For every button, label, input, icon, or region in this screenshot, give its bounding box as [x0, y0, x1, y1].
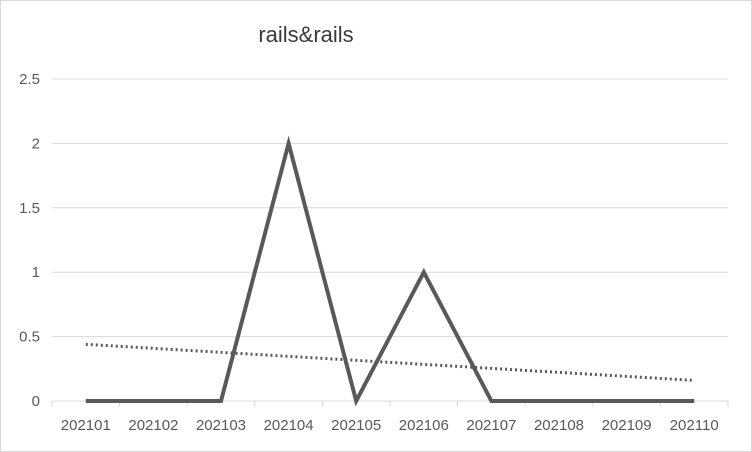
x-tick-label: 202103	[196, 417, 246, 434]
y-tick-label: 2	[32, 135, 40, 152]
x-tick-label: 202109	[602, 417, 652, 434]
x-tick-label: 202107	[466, 417, 516, 434]
y-tick-label: 2.5	[19, 71, 40, 88]
trendline	[85, 342, 695, 382]
x-tick-label: 202110	[670, 417, 719, 434]
y-tick-label: 0	[32, 393, 40, 410]
y-tick-label: 0.5	[19, 329, 40, 346]
series-line	[85, 135, 695, 407]
y-tick-label: 1.5	[19, 200, 40, 217]
x-tick-label: 202106	[399, 417, 449, 434]
x-tick-label: 202105	[331, 417, 381, 434]
x-tick-label: 202104	[264, 417, 314, 434]
y-tick-label: 1	[32, 264, 40, 281]
x-tick-label: 202102	[128, 417, 178, 434]
chart-title: rails&rails	[258, 22, 354, 47]
x-tick-label: 202108	[534, 417, 584, 434]
x-tick-label: 202101	[61, 417, 111, 434]
